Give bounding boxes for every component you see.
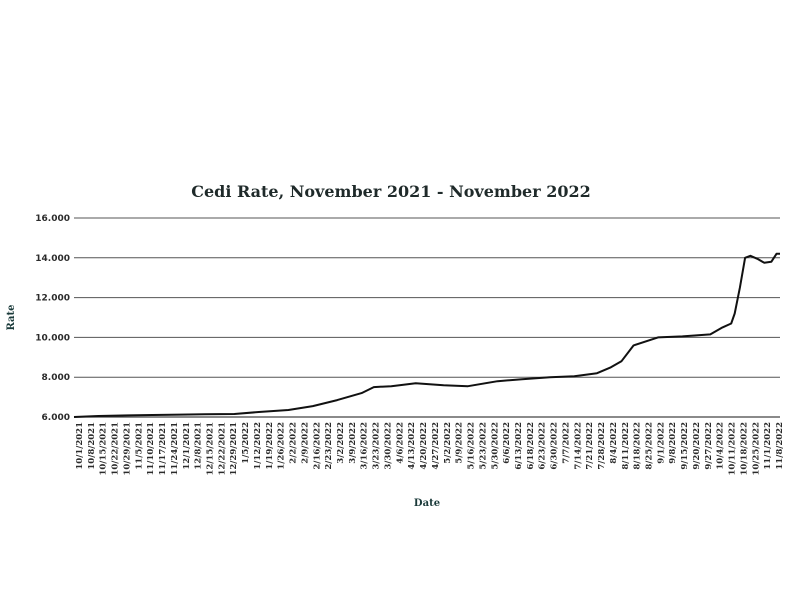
y-axis-ticks: 16.000 14.000 12.000 10.000 8.000 6.000	[35, 214, 70, 423]
x-tick-label: 2/9/2022	[300, 422, 310, 464]
x-tick-label: 5/9/2022	[455, 422, 465, 464]
x-tick-label: 2/2/2022	[289, 422, 299, 464]
x-tick-label: 10/11/2022	[728, 422, 738, 476]
x-tick-label: 11/5/2021	[134, 422, 144, 470]
x-tick-label: 8/25/2022	[645, 422, 655, 470]
y-axis-label: Rate	[6, 304, 17, 330]
x-tick-label: 9/27/2022	[704, 422, 714, 470]
x-tick-label: 1/26/2022	[277, 422, 287, 470]
x-tick-label: 1/19/2022	[265, 422, 275, 470]
x-tick-label: 10/18/2022	[739, 422, 749, 476]
x-tick-label: 8/18/2022	[633, 422, 643, 470]
x-tick-label: 7/14/2022	[573, 422, 583, 470]
x-tick-label: 12/29/2021	[229, 422, 239, 476]
x-tick-label: 2/23/2022	[324, 422, 334, 470]
x-tick-label: 8/4/2022	[609, 422, 619, 464]
x-tick-label: 8/11/2022	[621, 422, 631, 470]
x-tick-label: 7/7/2022	[561, 422, 571, 464]
x-axis-ticks: 10/1/2021 10/8/2021 10/15/2021 10/22/2021 10…	[75, 422, 785, 476]
x-tick-label: 11/17/2021	[158, 422, 168, 476]
x-tick-label: 6/18/2022	[526, 422, 536, 470]
x-tick-label: 6/23/2022	[538, 422, 548, 470]
x-tick-label: 5/16/2022	[467, 422, 477, 470]
y-tick-label: 8.000	[42, 373, 70, 383]
x-tick-label: 4/27/2022	[431, 422, 441, 470]
x-tick-label: 9/20/2022	[692, 422, 702, 470]
x-tick-label: 6/6/2022	[502, 422, 512, 464]
x-tick-label: 4/6/2022	[395, 422, 405, 464]
x-tick-label: 3/30/2022	[384, 422, 394, 470]
y-tick-label: 6.000	[42, 413, 70, 423]
y-tick-label: 16.000	[35, 214, 70, 224]
x-tick-label: 12/22/2021	[217, 422, 227, 476]
y-tick-label: 14.000	[35, 254, 70, 264]
x-tick-label: 10/15/2021	[99, 422, 109, 476]
x-tick-label: 6/30/2022	[550, 422, 560, 470]
x-tick-label: 5/2/2022	[443, 422, 453, 464]
x-tick-label: 10/4/2022	[716, 422, 726, 470]
x-tick-label: 10/25/2022	[751, 422, 761, 476]
x-tick-label: 11/8/2022	[775, 422, 785, 470]
x-tick-label: 3/2/2022	[336, 422, 346, 464]
x-axis-label: Date	[414, 498, 440, 509]
y-tick-label: 12.000	[35, 294, 70, 304]
x-tick-label: 5/23/2022	[478, 422, 488, 470]
x-tick-label: 9/1/2022	[656, 422, 666, 464]
x-tick-label: 11/24/2021	[170, 422, 180, 476]
x-tick-label: 12/8/2021	[194, 422, 204, 470]
chart-title: Cedi Rate, November 2021 - November 2022	[191, 182, 590, 201]
x-tick-label: 6/13/2022	[514, 422, 524, 470]
x-tick-label: 1/12/2022	[253, 422, 263, 470]
x-tick-label: 1/5/2022	[241, 422, 251, 464]
series-line	[73, 252, 780, 418]
x-tick-label: 11/1/2022	[763, 422, 773, 470]
y-tick-label: 10.000	[35, 333, 70, 343]
x-tick-label: 4/13/2022	[407, 422, 417, 470]
x-tick-label: 3/23/2022	[372, 422, 382, 470]
gridlines	[74, 217, 780, 418]
x-tick-label: 12/15/2021	[206, 422, 216, 476]
x-tick-label: 2/16/2022	[312, 422, 322, 470]
x-tick-label: 10/22/2021	[111, 422, 121, 476]
x-tick-label: 10/29/2021	[123, 422, 133, 476]
x-tick-label: 7/21/2022	[585, 422, 595, 470]
x-tick-label: 12/1/2021	[182, 422, 192, 470]
x-tick-label: 5/30/2022	[490, 422, 500, 470]
x-tick-label: 4/20/2022	[419, 422, 429, 470]
x-tick-label: 3/16/2022	[360, 422, 370, 470]
x-tick-label: 9/8/2022	[668, 422, 678, 464]
x-tick-label: 10/1/2021	[75, 422, 85, 470]
x-tick-label: 3/9/2022	[348, 422, 358, 464]
x-tick-label: 10/8/2021	[87, 422, 97, 470]
x-tick-label: 9/15/2022	[680, 422, 690, 470]
x-tick-label: 7/28/2022	[597, 422, 607, 470]
x-tick-label: 11/10/2021	[146, 422, 156, 476]
